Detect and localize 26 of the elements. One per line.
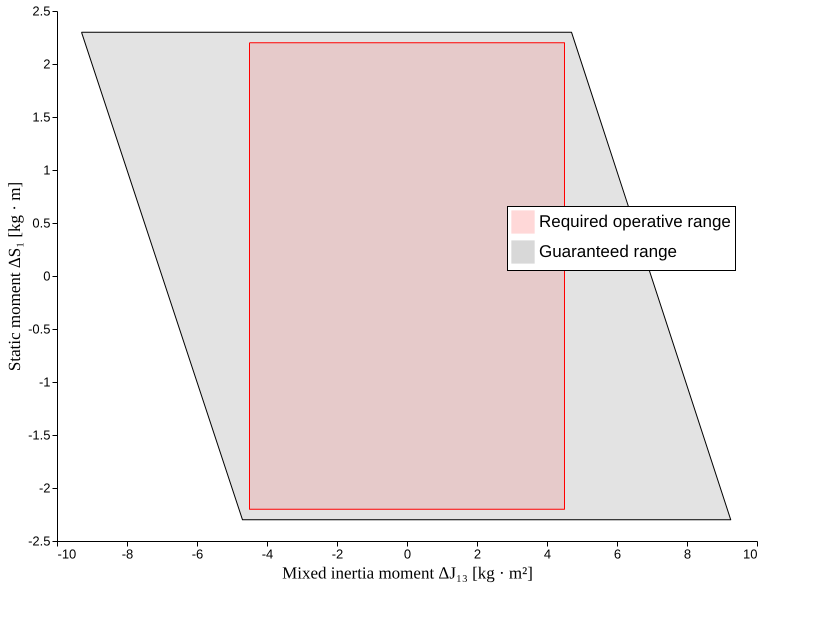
y-tick-label: -1.5 bbox=[28, 428, 50, 442]
y-tick-label: 2.5 bbox=[32, 4, 50, 18]
x-tick-label: 8 bbox=[684, 546, 692, 562]
x-tick-label: -8 bbox=[122, 546, 134, 562]
y-tick-label: 0 bbox=[43, 268, 50, 284]
y-tick-label: 0.5 bbox=[32, 216, 50, 230]
y-tick-label: -2 bbox=[38, 480, 50, 496]
y-tick-label: -1 bbox=[38, 374, 50, 390]
y-tick-label: -2.5 bbox=[28, 534, 50, 548]
y-tick-label: -0.5 bbox=[28, 322, 50, 336]
x-axis-title: Mixed inertia moment ΔJ₁₃ [kg · m²] bbox=[282, 564, 533, 582]
x-tick-label: -4 bbox=[262, 546, 274, 562]
legend-label: Guaranteed range bbox=[539, 242, 677, 261]
x-tick-label: -10 bbox=[58, 546, 76, 562]
x-tick-label: -2 bbox=[332, 546, 344, 562]
x-tick-label: 4 bbox=[544, 546, 552, 562]
legend-label: Required operative range bbox=[539, 212, 731, 231]
x-tick-label: -6 bbox=[192, 546, 204, 562]
y-axis-title: Static moment ΔS₁ [kg · m] bbox=[5, 182, 24, 372]
y-tick-label: 2 bbox=[43, 56, 50, 72]
x-tick-label: 10 bbox=[743, 546, 758, 562]
y-tick-label: 1.5 bbox=[32, 110, 50, 124]
y-tick-label: 1 bbox=[43, 162, 50, 178]
x-tick-label: 2 bbox=[474, 546, 482, 562]
x-tick-label: 6 bbox=[614, 546, 622, 562]
x-tick-label: 0 bbox=[404, 546, 412, 562]
